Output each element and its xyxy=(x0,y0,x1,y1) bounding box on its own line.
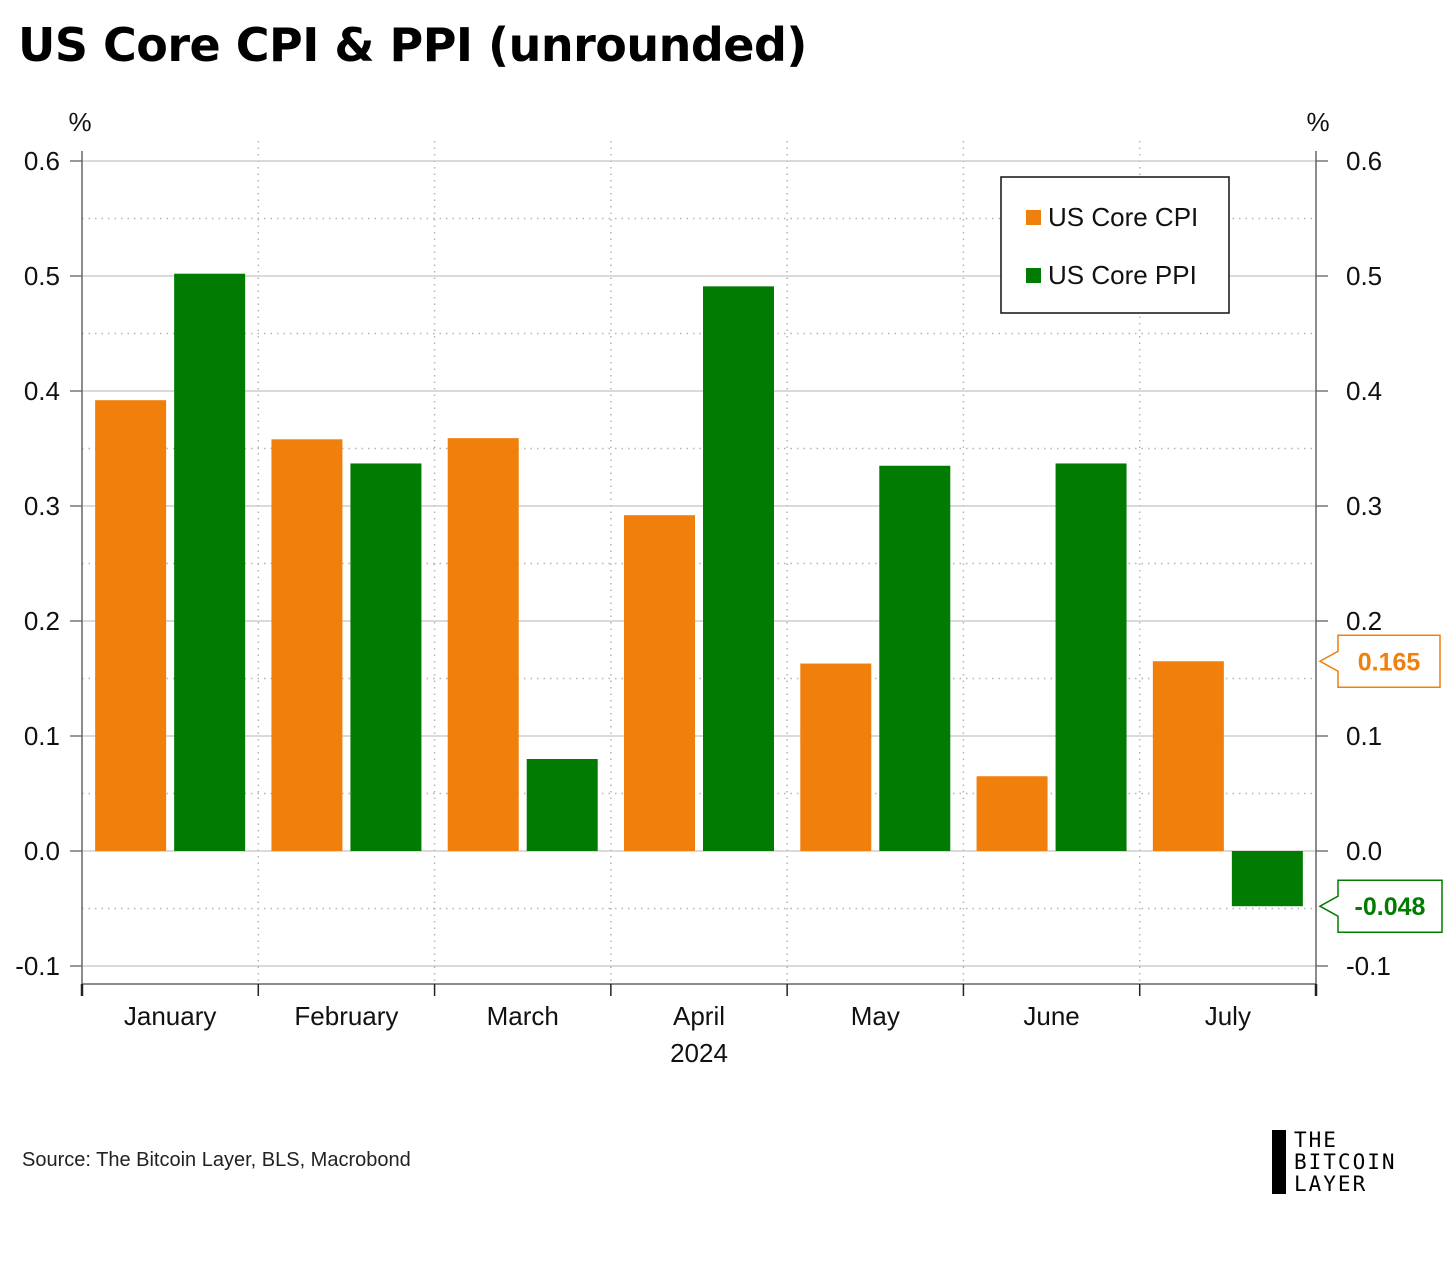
x-tick-label: January xyxy=(124,1001,217,1031)
legend-label-ppi: US Core PPI xyxy=(1048,260,1197,290)
callout-box xyxy=(1318,634,1441,688)
legend: US Core CPI US Core PPI xyxy=(1000,176,1230,314)
y-tick-label-right: 0.5 xyxy=(1346,261,1382,291)
logo-line-3: LAYER xyxy=(1294,1172,1368,1196)
bar-ppi xyxy=(879,465,951,851)
logo-bar-icon xyxy=(1272,1130,1286,1194)
x-tick-label: July xyxy=(1205,1001,1251,1031)
legend-swatch-ppi xyxy=(1026,268,1041,283)
legend-box xyxy=(1000,176,1230,314)
y-tick-label-left: 0.2 xyxy=(24,606,60,636)
bar-ppi xyxy=(1231,851,1303,907)
bar-cpi xyxy=(624,515,695,851)
bitcoin-layer-logo: THE BITCOIN LAYER xyxy=(1272,1130,1442,1196)
logo-line-1: THE xyxy=(1294,1128,1338,1152)
chart-area: -0.1 -0.1 0.0 0.0 0.1 0.1 0.2 0.2 0.3 0.3 0.4 0.4 0.… xyxy=(15,107,1443,1068)
bar-cpi xyxy=(800,663,872,851)
bar-cpi xyxy=(95,400,167,851)
bar-ppi xyxy=(526,759,598,851)
value-callout-cpi: 0.165 xyxy=(1318,634,1441,688)
y-axis-unit-right: % xyxy=(1306,107,1329,137)
y-tick-label-left: 0.1 xyxy=(24,721,60,751)
y-tick-label-left: 0.5 xyxy=(24,261,60,291)
y-tick-label-right: 0.6 xyxy=(1346,146,1382,176)
x-tick-label: June xyxy=(1023,1001,1079,1031)
y-tick-label-left: -0.1 xyxy=(15,951,60,981)
y-tick-label-left: 0.0 xyxy=(24,836,60,866)
y-axis-unit-left: % xyxy=(68,107,91,137)
source-note: Source: The Bitcoin Layer, BLS, Macrobon… xyxy=(22,1149,411,1171)
y-tick-label-left: 0.4 xyxy=(24,376,60,406)
x-tick-label: May xyxy=(851,1001,900,1031)
x-tick-label: April xyxy=(673,1001,725,1031)
bar-cpi xyxy=(447,438,519,851)
y-tick-label-right: 0.3 xyxy=(1346,491,1382,521)
legend-label-cpi: US Core CPI xyxy=(1048,202,1198,232)
y-tick-label-right: 0.0 xyxy=(1346,836,1382,866)
x-axis-year-label: 2024 xyxy=(670,1038,728,1068)
y-tick-label-right: 0.4 xyxy=(1346,376,1382,406)
x-tick-label: February xyxy=(294,1001,398,1031)
y-tick-label-right: 0.1 xyxy=(1346,721,1382,751)
value-callout-ppi: -0.048 xyxy=(1318,879,1443,933)
y-tick-label-right: -0.1 xyxy=(1346,951,1391,981)
bar-cpi xyxy=(976,776,1048,851)
y-tick-label-right: 0.2 xyxy=(1346,606,1382,636)
callout-box xyxy=(1318,879,1443,933)
legend-swatch-cpi xyxy=(1026,210,1041,225)
y-tick-label-left: 0.3 xyxy=(24,491,60,521)
bar-ppi xyxy=(350,463,422,851)
chart-title: US Core CPI & PPI (unrounded) xyxy=(18,18,807,72)
x-tick-label: March xyxy=(487,1001,559,1031)
logo-line-2: BITCOIN xyxy=(1294,1150,1397,1174)
bar-ppi xyxy=(703,286,774,852)
bar-cpi xyxy=(271,439,343,851)
callout-value: 0.165 xyxy=(1358,648,1421,676)
bar-cpi xyxy=(1152,661,1224,851)
bar-ppi xyxy=(174,273,246,851)
y-tick-label-left: 0.6 xyxy=(24,146,60,176)
bar-ppi xyxy=(1055,463,1127,851)
callout-value: -0.048 xyxy=(1355,893,1426,921)
